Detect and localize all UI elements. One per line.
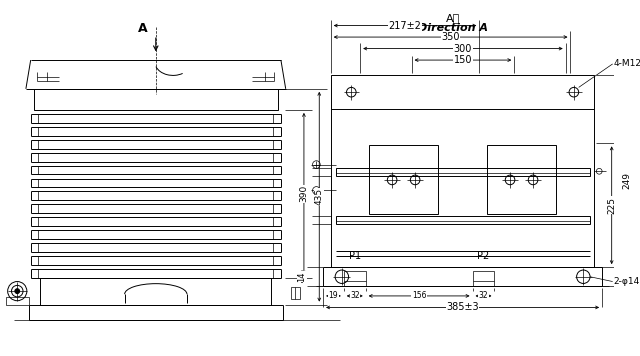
Text: 32: 32 [350,292,360,300]
Bar [472,271,495,286]
Bar [335,168,589,176]
Text: 300: 300 [454,43,472,53]
Text: A: A [138,22,147,35]
Text: 4-M12: 4-M12 [614,59,640,68]
Text: A向: A向 [446,13,460,23]
Text: 32: 32 [479,292,488,300]
Text: P1: P1 [349,251,361,261]
Bar [291,287,300,299]
Bar [344,271,365,286]
Bar [6,297,29,304]
Text: 435: 435 [315,188,324,205]
Text: 150: 150 [454,55,472,65]
Text: Direction A: Direction A [418,23,488,33]
Text: 350: 350 [442,32,460,42]
Text: 14: 14 [298,272,307,282]
Text: 225: 225 [607,197,616,214]
Text: 2-φ14: 2-φ14 [614,277,640,286]
Text: 19: 19 [328,292,339,300]
Circle shape [15,289,20,294]
Text: 385±3: 385±3 [446,303,479,313]
Bar [40,278,271,304]
Bar [33,89,278,110]
Text: 249: 249 [623,172,632,189]
Bar [331,75,595,267]
Bar [487,145,556,214]
Bar [335,216,589,224]
Text: 390: 390 [300,185,308,203]
Bar [369,145,438,214]
Text: P2: P2 [477,251,490,261]
Text: 156: 156 [412,292,426,300]
Text: 217±2: 217±2 [388,21,422,31]
